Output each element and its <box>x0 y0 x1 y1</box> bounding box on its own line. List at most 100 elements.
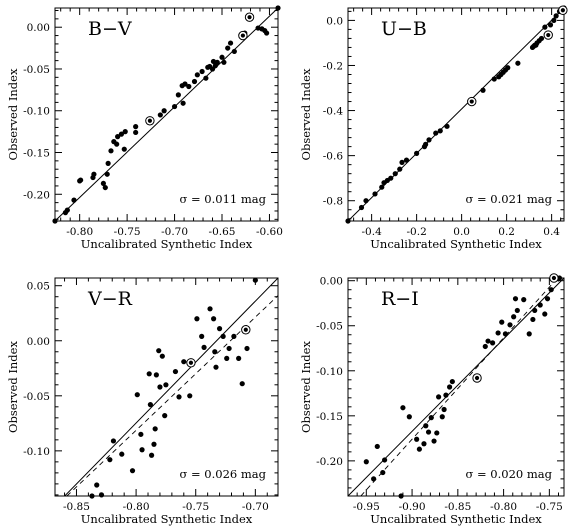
data-point <box>176 394 182 400</box>
data-point <box>121 146 127 152</box>
data-point <box>147 402 154 408</box>
panel-ri: -0.95 -0.90 -0.85 -0.80 -0.75 0.00 -0.05 -0.10 -… <box>299 273 565 526</box>
data-point <box>211 316 217 322</box>
data-point <box>441 406 447 413</box>
data-point <box>416 446 422 452</box>
data-point <box>156 348 162 354</box>
data-point <box>221 59 227 65</box>
data-point <box>118 131 125 137</box>
data-point <box>512 296 519 302</box>
data-point <box>449 378 455 385</box>
y-tick-label: -0.20 <box>23 189 50 201</box>
data-point <box>191 78 198 85</box>
fit-line <box>55 8 278 221</box>
circled-point <box>474 375 480 381</box>
data-point <box>511 314 517 320</box>
data-point <box>163 382 169 388</box>
plot-frame <box>54 277 279 497</box>
y-axis-title: Observed Index <box>299 341 313 433</box>
circled-point <box>188 360 194 365</box>
panel-bv: -0.80 -0.75 -0.70 -0.65 -0.60 0.00 -0.05 -0.10 -… <box>6 5 283 251</box>
data-point <box>212 349 218 355</box>
x-tick-label: -0.80 <box>490 501 517 513</box>
sigma-annotation: σ = 0.020 mag <box>466 467 553 481</box>
y-tick-label: -0.15 <box>23 148 50 160</box>
fit-lines <box>348 278 564 496</box>
x-tick-label: 0.2 <box>498 226 515 238</box>
data-point <box>542 24 548 30</box>
x-tick-label: -0.2 <box>407 226 427 238</box>
panel-label: U−B <box>381 18 427 40</box>
data-point <box>203 75 209 81</box>
data-point <box>414 436 420 442</box>
data-point <box>157 112 163 118</box>
data-point <box>52 218 58 224</box>
data-point <box>201 344 207 350</box>
data-point <box>207 306 213 312</box>
data-point <box>146 371 152 377</box>
circled-point <box>243 327 248 332</box>
data-point <box>227 40 234 46</box>
data-point <box>220 333 226 339</box>
data-point <box>397 166 403 172</box>
data-point <box>399 159 405 165</box>
data-point <box>507 322 513 328</box>
y-tick-label: -0.15 <box>316 411 343 423</box>
y-tick-label: -0.6 <box>323 151 344 163</box>
data-point <box>480 87 486 93</box>
circled-point <box>240 33 245 38</box>
data-point <box>102 184 108 191</box>
data-point <box>371 476 377 482</box>
data-point <box>133 124 139 130</box>
data-point <box>425 429 432 435</box>
data-point <box>225 45 231 51</box>
data-point <box>490 340 496 346</box>
y-tick-label: -0.10 <box>316 366 343 378</box>
data-point <box>526 331 532 337</box>
y-tick-label: -0.8 <box>323 196 343 208</box>
data-point <box>537 302 543 308</box>
y-tick-label: -0.4 <box>323 106 344 118</box>
data-point <box>175 92 181 98</box>
data-point <box>105 160 111 166</box>
fit-line <box>348 8 564 221</box>
x-tick-label: -0.75 <box>536 501 563 513</box>
data-point <box>139 447 145 453</box>
data-point <box>182 81 188 87</box>
circled-point <box>551 275 557 281</box>
data-point <box>199 333 205 339</box>
data-point <box>180 100 186 106</box>
panel-label: B−V <box>88 18 132 40</box>
fit-line <box>63 278 278 496</box>
data-point <box>443 392 449 398</box>
data-point <box>115 134 121 140</box>
x-axis-title: Uncalibrated Synthetic Index <box>81 512 253 526</box>
y-tick-label: 0.00 <box>27 336 50 348</box>
data-point <box>78 177 84 183</box>
dashed-line <box>66 295 278 496</box>
data-point <box>382 457 388 463</box>
y-tick-label: -0.05 <box>23 64 50 76</box>
data-point <box>119 451 125 457</box>
y-tick-label: -0.05 <box>23 391 50 403</box>
y-tick-label: -0.10 <box>23 106 50 118</box>
plot-frame <box>54 7 279 222</box>
data-point <box>244 345 250 352</box>
data-point <box>134 392 140 398</box>
data-point <box>398 493 404 499</box>
x-tick-label: -0.90 <box>399 501 426 513</box>
fit-lines <box>63 278 278 496</box>
circled-point <box>546 32 551 38</box>
data-point <box>236 355 242 361</box>
data-point <box>499 319 505 325</box>
y-axis-title: Observed Index <box>6 341 20 433</box>
data-point <box>64 207 70 213</box>
data-point <box>514 307 520 314</box>
y-tick-label: -0.10 <box>23 446 50 458</box>
data-point <box>186 83 192 90</box>
data-point <box>252 277 258 283</box>
data-point <box>151 441 157 447</box>
data-point <box>423 141 429 147</box>
circled-point <box>247 15 252 20</box>
